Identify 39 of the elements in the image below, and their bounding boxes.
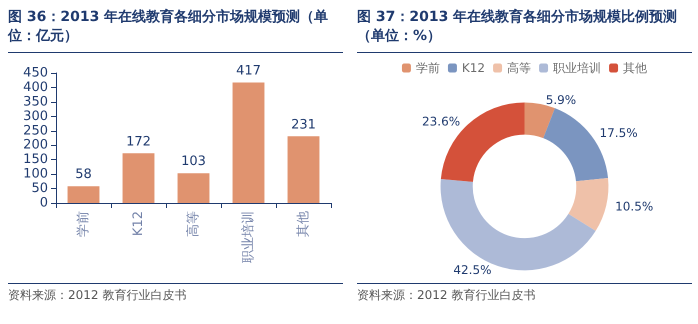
y-tick-label: 300 [23, 108, 48, 124]
y-tick-label: 50 [31, 181, 48, 196]
data-label: 58 [75, 167, 92, 182]
chart-title: 图 36：2013 年在线教育各细分市场规模预测（单位：亿元） [8, 8, 343, 53]
y-tick-label: 250 [23, 123, 48, 138]
x-tick-label: 其他 [296, 211, 311, 237]
bar [288, 136, 320, 203]
bar [122, 153, 154, 203]
chart-title: 图 37：2013 年在线教育各细分市场规模比例预测（单位：%） [357, 8, 692, 53]
data-label: 42.5% [453, 262, 492, 277]
data-label: 417 [236, 64, 261, 79]
y-tick-label: 150 [23, 152, 48, 168]
data-label: 17.5% [600, 126, 638, 140]
y-tick-label: 200 [23, 138, 48, 153]
y-tick-label: 450 [23, 66, 48, 80]
y-tick-label: 0 [40, 196, 48, 210]
y-tick-label: 350 [23, 94, 48, 110]
text: 资料来源：2012 教育行业白皮书 [8, 287, 188, 304]
x-tick-label: 学前 [76, 211, 91, 237]
x-tick-label: 职业培训 [241, 211, 256, 263]
data-label: 23.6% [422, 114, 460, 129]
text: 资料来源：2012 教育行业白皮书 [357, 287, 536, 304]
data-label: 172 [126, 134, 151, 150]
x-tick-label: K12 [131, 211, 146, 236]
data-label: 5.9% [546, 92, 576, 107]
data-label: 103 [181, 154, 206, 170]
y-tick-label: 400 [23, 80, 48, 95]
y-tick-label: 100 [23, 166, 48, 182]
bar [68, 186, 100, 203]
legend-label: 其他 [623, 61, 648, 75]
x-tick-label: 高等 [185, 211, 201, 237]
legend-label: 高等 [507, 61, 532, 75]
data-label: 10.5% [615, 199, 654, 214]
bar [178, 173, 210, 203]
data-label: 231 [291, 117, 316, 132]
bar [232, 82, 264, 203]
legend-label: 职业培训 [553, 61, 602, 75]
legend-label: 学前 [416, 61, 440, 75]
legend-label: K12 [462, 61, 486, 75]
